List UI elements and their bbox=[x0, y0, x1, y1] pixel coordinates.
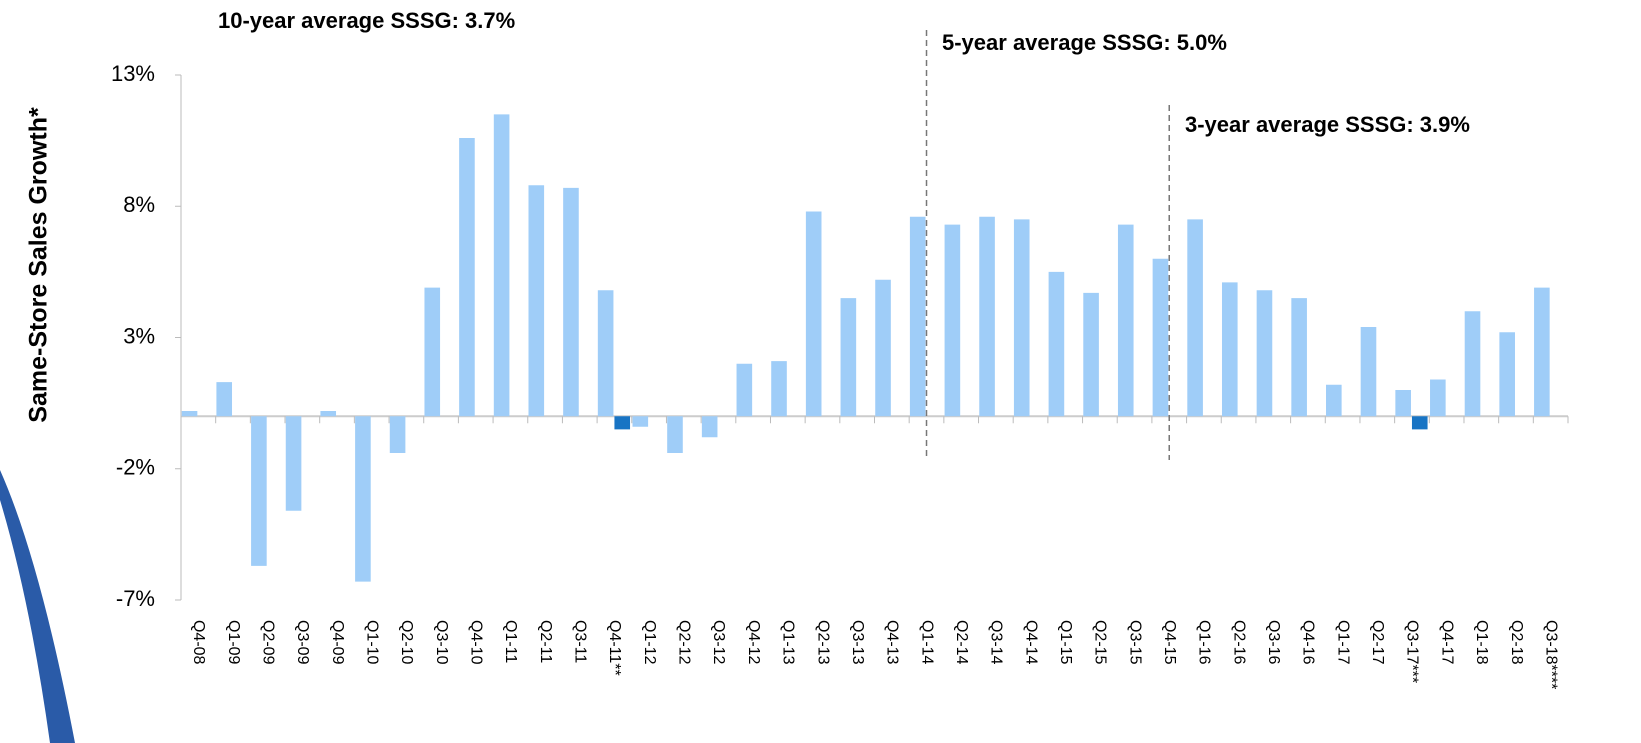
y-tick-label: 8% bbox=[123, 192, 155, 217]
bar bbox=[424, 288, 440, 417]
x-tick-label: Q2-14 bbox=[953, 620, 970, 665]
bar bbox=[528, 185, 544, 416]
annotation: 10-year average SSSG: 3.7% bbox=[218, 8, 515, 33]
bar bbox=[1118, 225, 1134, 417]
x-tick-label: Q4-17 bbox=[1438, 620, 1455, 665]
y-axis-label: Same-Store Sales Growth* bbox=[25, 107, 53, 423]
x-tick-label: Q2-15 bbox=[1092, 620, 1109, 665]
bar bbox=[459, 138, 475, 416]
x-tick-label: Q4-14 bbox=[1022, 620, 1039, 665]
x-tick-label: Q4-15 bbox=[1161, 620, 1178, 665]
bar bbox=[216, 382, 232, 416]
bar bbox=[1083, 293, 1099, 416]
x-tick-label: Q1-09 bbox=[225, 620, 242, 665]
x-tick-label: Q1-13 bbox=[780, 620, 797, 665]
bar bbox=[910, 217, 926, 417]
bar bbox=[737, 364, 753, 417]
bar bbox=[1326, 385, 1342, 417]
bar bbox=[702, 416, 718, 437]
y-tick-label: -2% bbox=[116, 455, 155, 480]
bar bbox=[1395, 390, 1411, 416]
bar bbox=[841, 298, 857, 416]
bar bbox=[320, 411, 336, 416]
bar bbox=[614, 416, 630, 429]
x-tick-label: Q3-10 bbox=[433, 620, 450, 665]
x-tick-label: Q4-13 bbox=[884, 620, 901, 665]
x-tick-label: Q3-13 bbox=[849, 620, 866, 665]
bar bbox=[1187, 219, 1203, 416]
x-tick-label: Q4-10 bbox=[468, 620, 485, 665]
bar bbox=[390, 416, 406, 453]
annotation: 5-year average SSSG: 5.0% bbox=[942, 30, 1227, 55]
x-tick-label: Q2-12 bbox=[676, 620, 693, 665]
x-tick-label: Q3-12 bbox=[710, 620, 727, 665]
bar bbox=[1361, 327, 1377, 416]
x-tick-label: Q2-09 bbox=[259, 620, 276, 665]
bar bbox=[1257, 290, 1273, 416]
x-tick-label: Q2-16 bbox=[1230, 620, 1247, 665]
y-tick-label: 3% bbox=[123, 323, 155, 348]
decor-swoosh bbox=[0, 470, 75, 743]
bar bbox=[1014, 219, 1030, 416]
bar bbox=[945, 225, 961, 417]
bar bbox=[598, 290, 614, 416]
x-tick-label: Q4-11** bbox=[606, 620, 623, 676]
bar bbox=[633, 416, 649, 427]
bar bbox=[771, 361, 787, 416]
x-tick-label: Q4-16 bbox=[1300, 620, 1317, 665]
bar bbox=[1534, 288, 1550, 417]
bar bbox=[182, 411, 198, 416]
x-tick-label: Q4-08 bbox=[190, 620, 207, 665]
x-tick-label: Q3-11 bbox=[572, 620, 589, 663]
bar bbox=[875, 280, 891, 417]
x-tick-label: Q1-10 bbox=[363, 620, 380, 665]
x-tick-label: Q3-09 bbox=[294, 620, 311, 665]
x-tick-label: Q3-17*** bbox=[1404, 620, 1421, 683]
x-tick-label: Q2-18 bbox=[1508, 620, 1525, 665]
bar bbox=[979, 217, 995, 417]
x-tick-label: Q1-17 bbox=[1334, 620, 1351, 665]
x-tick-label: Q2-17 bbox=[1369, 620, 1386, 665]
x-tick-label: Q2-13 bbox=[814, 620, 831, 665]
x-tick-label: Q1-18 bbox=[1473, 620, 1490, 665]
bar bbox=[1412, 416, 1428, 429]
bar bbox=[1222, 282, 1238, 416]
bar bbox=[1291, 298, 1307, 416]
annotation: 3-year average SSSG: 3.9% bbox=[1185, 112, 1470, 137]
x-tick-label: Q3-15 bbox=[1126, 620, 1143, 665]
x-tick-label: Q1-15 bbox=[1057, 620, 1074, 665]
x-tick-label: Q4-12 bbox=[745, 620, 762, 665]
x-tick-label: Q3-16 bbox=[1265, 620, 1282, 665]
bar bbox=[1153, 259, 1169, 417]
bar bbox=[1430, 380, 1446, 417]
bar bbox=[563, 188, 579, 416]
bar bbox=[251, 416, 267, 566]
x-tick-label: Q4-09 bbox=[329, 620, 346, 665]
bar bbox=[667, 416, 683, 453]
chart: Same-Store Sales Growth* 10-year average… bbox=[0, 0, 1641, 743]
x-tick-label: Q2-11 bbox=[537, 620, 554, 663]
x-tick-label: Q1-16 bbox=[1196, 620, 1213, 665]
bar bbox=[494, 114, 510, 416]
x-tick-label: Q1-11 bbox=[502, 620, 519, 663]
y-tick-label: -7% bbox=[116, 586, 155, 611]
x-tick-label: Q1-12 bbox=[641, 620, 658, 665]
bar bbox=[286, 416, 302, 511]
bar bbox=[1499, 332, 1515, 416]
bar bbox=[806, 212, 822, 417]
bar bbox=[1049, 272, 1065, 416]
x-tick-label: Q3-14 bbox=[988, 620, 1005, 665]
x-tick-label: Q1-14 bbox=[918, 620, 935, 665]
x-tick-label: Q3-18**** bbox=[1542, 620, 1559, 689]
x-tick-label: Q2-10 bbox=[398, 620, 415, 665]
bar bbox=[1465, 311, 1481, 416]
bar bbox=[355, 416, 371, 581]
y-tick-label: 13% bbox=[111, 61, 155, 86]
